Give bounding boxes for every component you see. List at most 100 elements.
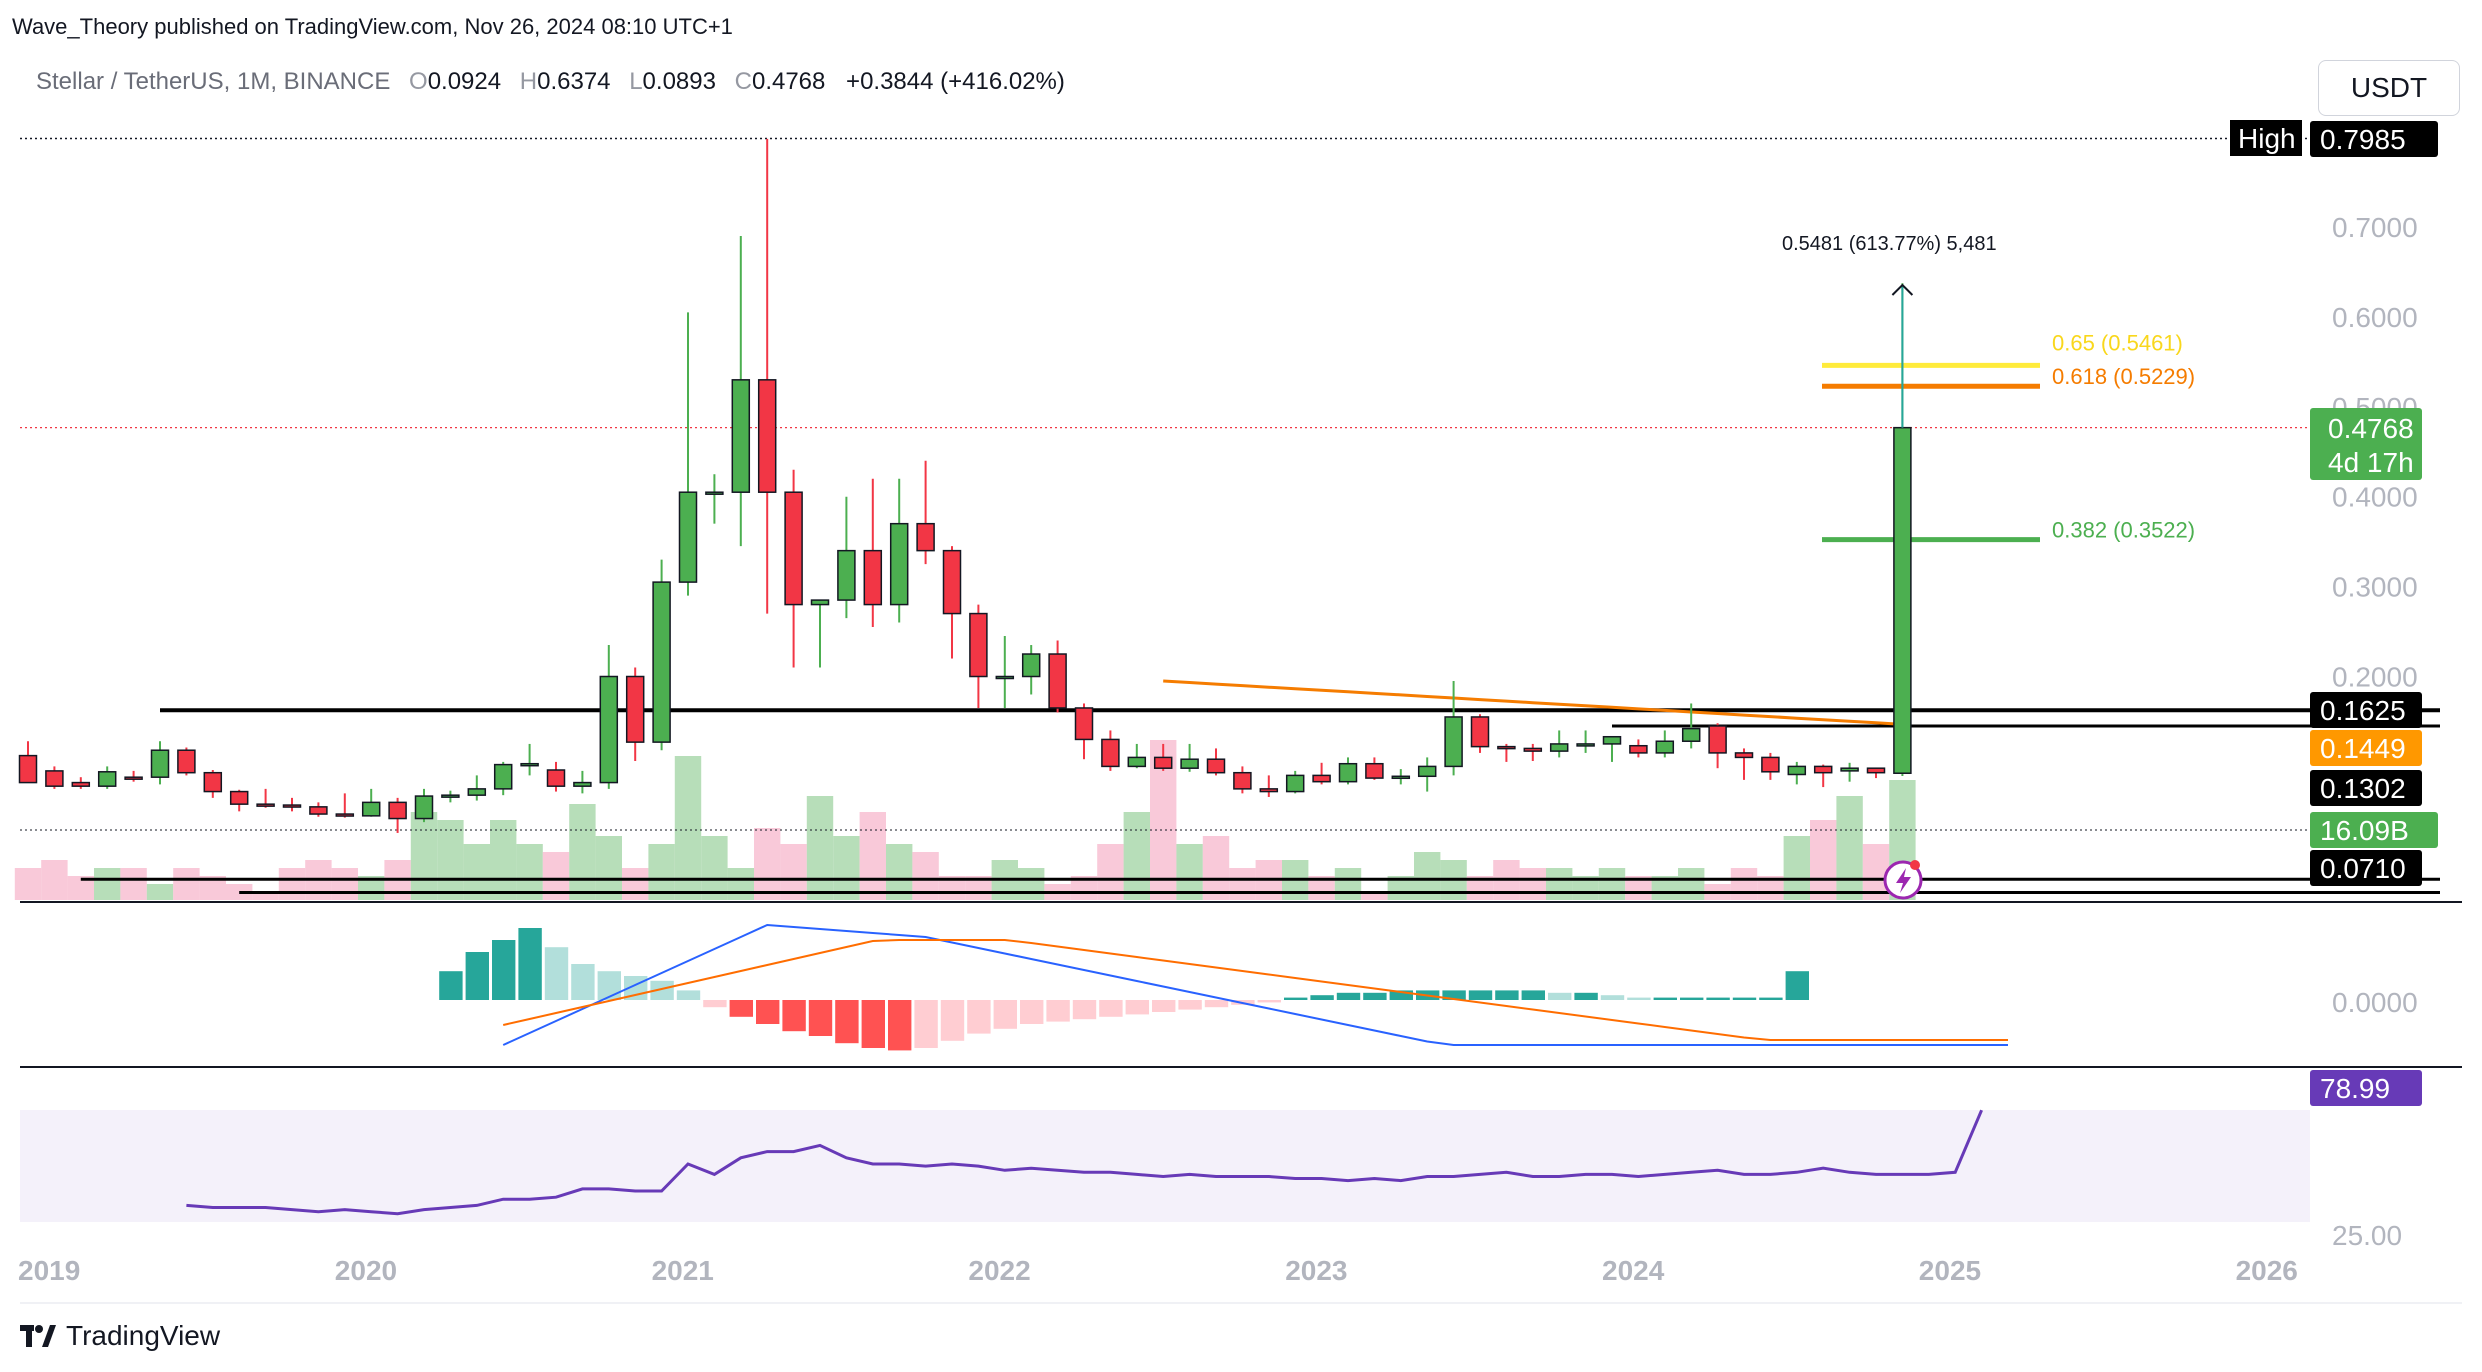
candle-body xyxy=(1180,758,1199,769)
y-axis-tick-label: 0.2000 xyxy=(2332,662,2418,693)
fib-label: 0.65 (0.5461) xyxy=(2052,330,2183,355)
candle-body xyxy=(1153,756,1173,769)
high-tag-bg xyxy=(2230,120,2302,156)
volume-bar xyxy=(1810,820,1837,900)
candle-body xyxy=(45,770,64,787)
moving-average-line xyxy=(1163,679,1903,726)
volume-bar xyxy=(252,892,279,900)
candle xyxy=(493,761,513,796)
volume-bar xyxy=(278,868,306,900)
candle xyxy=(150,741,170,785)
candle-body xyxy=(1602,735,1622,745)
volume-bar xyxy=(1334,868,1362,900)
candle xyxy=(18,741,38,784)
candle xyxy=(1180,743,1199,772)
volume-bar xyxy=(1783,836,1810,900)
candle-body xyxy=(969,612,988,678)
level-label-text: 0.1625 xyxy=(2320,695,2406,726)
macd-histogram-bar xyxy=(1336,992,1361,1000)
open-key: O xyxy=(409,68,428,95)
candle-body xyxy=(1470,716,1490,748)
macd-histogram-bar xyxy=(967,1000,991,1034)
y-axis-tick-label: 0.3000 xyxy=(2332,572,2418,603)
macd-histogram-bar xyxy=(544,947,569,1000)
candle xyxy=(969,604,988,708)
candle xyxy=(1021,645,1041,695)
candle xyxy=(203,769,223,798)
candle-body xyxy=(1074,707,1094,741)
candle-body xyxy=(757,379,777,493)
macd-histogram-bar xyxy=(914,1000,938,1048)
candle-body xyxy=(1708,725,1727,754)
macd-histogram-bar xyxy=(1468,990,1493,1000)
macd-layer: 0.0000 xyxy=(439,923,2418,1051)
rsi-axis-label: 25.00 xyxy=(2332,1220,2402,1251)
candle-body xyxy=(1655,740,1675,754)
candle-body xyxy=(1048,653,1067,709)
level-label-text: 0.0710 xyxy=(2320,853,2406,884)
high-value: 0.6374 xyxy=(537,68,611,95)
volume-label-text: 16.09B xyxy=(2320,815,2409,846)
volume-bar xyxy=(595,836,622,900)
x-axis-tick-label: 2020 xyxy=(335,1255,397,1286)
levels-layer: 0.65 (0.5461) 0.618 (0.5229) 0.382 (0.3522… xyxy=(20,137,2440,894)
volume-bar xyxy=(1519,868,1546,900)
candle xyxy=(45,766,64,789)
macd-histogram-bar xyxy=(1706,997,1730,1000)
publisher-info: Wave_Theory published on TradingView.com… xyxy=(12,14,733,39)
macd-histogram-bar xyxy=(1574,992,1598,1000)
level-label-text: 0.1302 xyxy=(2320,773,2406,804)
macd-histogram-bar xyxy=(597,971,621,1000)
countdown-label-text: 4d 17h xyxy=(2328,447,2414,478)
macd-histogram-bar xyxy=(492,940,516,1000)
candle xyxy=(757,138,777,614)
candle-body xyxy=(150,749,170,778)
volume-bar xyxy=(701,836,728,900)
macd-histogram-bar xyxy=(1732,997,1757,1000)
measure-arrow-head xyxy=(1891,283,1914,296)
candle-body xyxy=(1259,788,1279,793)
candles-layer: 0.5481 (613.77%) 5,481 xyxy=(18,138,1997,833)
x-axis-tick-label: 2021 xyxy=(652,1255,714,1286)
candle-body xyxy=(1021,653,1041,678)
candle-body xyxy=(229,790,249,805)
candle-body xyxy=(1101,738,1120,768)
candle-body xyxy=(1127,756,1147,768)
candle xyxy=(309,802,328,817)
candle xyxy=(1074,703,1094,760)
y-axis-tick-label: 0.7000 xyxy=(2332,212,2418,243)
candle xyxy=(1233,766,1252,794)
candle-body xyxy=(361,801,381,817)
level-label-bg xyxy=(2310,692,2422,728)
currency-button[interactable]: USDT xyxy=(2318,60,2460,116)
candle xyxy=(942,546,962,659)
candle-body xyxy=(1813,765,1833,774)
macd-histogram-bar xyxy=(1548,992,1572,1000)
candle xyxy=(467,775,487,801)
candle xyxy=(441,790,460,803)
volume-bar xyxy=(490,820,517,900)
volume-bar xyxy=(674,756,702,900)
x-axis-tick-label: 2025 xyxy=(1919,1255,1981,1286)
candle xyxy=(1655,730,1675,758)
candle-body xyxy=(837,549,856,601)
candle-body xyxy=(1206,758,1226,774)
close-value: 0.4768 xyxy=(751,68,826,95)
rsi-background-band xyxy=(20,1110,2310,1222)
tradingview-logo[interactable]: TradingView xyxy=(20,1320,220,1352)
macd-histogram-bar xyxy=(1680,997,1704,1000)
x-axis-tick-label: 2022 xyxy=(968,1255,1030,1286)
volume-bar xyxy=(1202,836,1230,900)
candle-body xyxy=(177,749,196,774)
macd-histogram-bar xyxy=(439,971,463,1000)
volume-bar xyxy=(569,804,596,900)
fib-label: 0.618 (0.5229) xyxy=(2052,364,2195,389)
volume-bar xyxy=(886,844,913,900)
candle-body xyxy=(97,771,117,787)
macd-histogram-bar xyxy=(1363,992,1387,1000)
macd-histogram-bar xyxy=(518,928,542,1000)
level-label: 0.1302 xyxy=(2310,770,2422,806)
alert-flash-icon[interactable] xyxy=(1883,860,1923,900)
macd-histogram-bar xyxy=(1099,1000,1123,1017)
